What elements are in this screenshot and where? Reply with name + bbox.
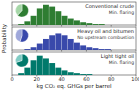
annotation: Min. flaring <box>109 60 134 65</box>
bar <box>111 50 117 51</box>
bar <box>43 5 49 25</box>
x-tick <box>111 50 112 52</box>
bar <box>24 68 30 75</box>
bar <box>62 35 68 50</box>
bar <box>93 75 99 76</box>
bar <box>99 24 105 25</box>
panel-title: Light tight oil <box>101 53 134 60</box>
bar <box>111 75 117 76</box>
bar <box>117 75 123 76</box>
bar <box>130 50 136 51</box>
bar <box>31 16 37 25</box>
bar <box>105 49 111 50</box>
x-tick-label: 80 <box>108 76 114 82</box>
x-tick <box>111 25 112 27</box>
x-label: kg CO₂ eq. GHGs per barrel <box>36 83 112 90</box>
bar <box>49 63 55 75</box>
frame <box>12 2 136 25</box>
x-tick <box>136 25 137 27</box>
bar <box>117 25 123 26</box>
pie-slice <box>15 54 22 63</box>
bar <box>68 72 74 75</box>
annotation: No upstream combustion <box>77 35 134 40</box>
bar <box>37 44 43 50</box>
bar <box>105 75 111 76</box>
bar <box>93 24 99 25</box>
bar <box>55 68 61 75</box>
bar <box>62 16 68 25</box>
bar <box>49 7 55 25</box>
pie-slice <box>16 29 22 42</box>
bar <box>24 21 30 25</box>
x-tick <box>36 50 37 52</box>
bar <box>86 47 92 50</box>
bar <box>49 35 55 50</box>
bar <box>68 39 74 50</box>
x-tick-label: 40 <box>58 76 64 82</box>
x-tick <box>36 25 37 27</box>
x-tick-label: 60 <box>83 76 89 82</box>
frame <box>12 52 136 75</box>
panel-title: Heavy oil and bitumen <box>77 28 134 35</box>
bar <box>18 50 24 51</box>
x-tick <box>12 25 13 27</box>
bar <box>124 50 130 51</box>
bar <box>74 73 80 75</box>
bar <box>12 25 18 26</box>
bar <box>43 39 49 50</box>
bar <box>37 8 43 25</box>
bar <box>12 75 18 76</box>
bar <box>74 43 80 50</box>
bar <box>31 60 37 75</box>
bar <box>12 50 18 51</box>
bar <box>80 74 86 75</box>
bar <box>117 50 123 51</box>
bar <box>18 73 24 75</box>
bar <box>93 48 99 50</box>
bar <box>99 49 105 50</box>
bar <box>86 23 92 25</box>
bar <box>31 47 37 50</box>
x-tick <box>61 50 62 52</box>
pie-slice <box>16 54 29 67</box>
x-tick-label: 100 <box>131 76 139 82</box>
bar <box>55 11 61 25</box>
bar <box>68 19 74 25</box>
bar <box>37 56 43 75</box>
bar <box>130 25 136 26</box>
x-tick <box>86 25 87 27</box>
bar <box>43 58 49 75</box>
x-tick <box>61 25 62 27</box>
bar <box>105 25 111 26</box>
bar <box>80 22 86 25</box>
y-label: Probability <box>1 23 8 53</box>
bar <box>111 25 117 26</box>
bar <box>24 49 30 50</box>
pie-slice <box>15 4 22 15</box>
x-tick-label: 0 <box>10 76 13 82</box>
panel-title: Conventional crude <box>85 3 134 9</box>
bar <box>86 74 92 75</box>
bar <box>99 75 105 76</box>
x-tick <box>12 50 13 52</box>
bar <box>55 33 61 50</box>
bar <box>130 75 136 76</box>
bar <box>124 25 130 26</box>
bar <box>124 75 130 76</box>
bar <box>80 45 86 50</box>
bars <box>18 56 92 75</box>
frame <box>12 27 136 50</box>
annotation: Min. flaring <box>109 10 134 15</box>
x-tick-label: 20 <box>34 76 40 82</box>
x-tick <box>136 50 137 52</box>
x-tick <box>86 50 87 52</box>
bar <box>62 70 68 75</box>
bar <box>18 24 24 25</box>
bar <box>74 20 80 25</box>
chart: Conventional crudeMin. flaringHeavy oil … <box>0 0 139 90</box>
